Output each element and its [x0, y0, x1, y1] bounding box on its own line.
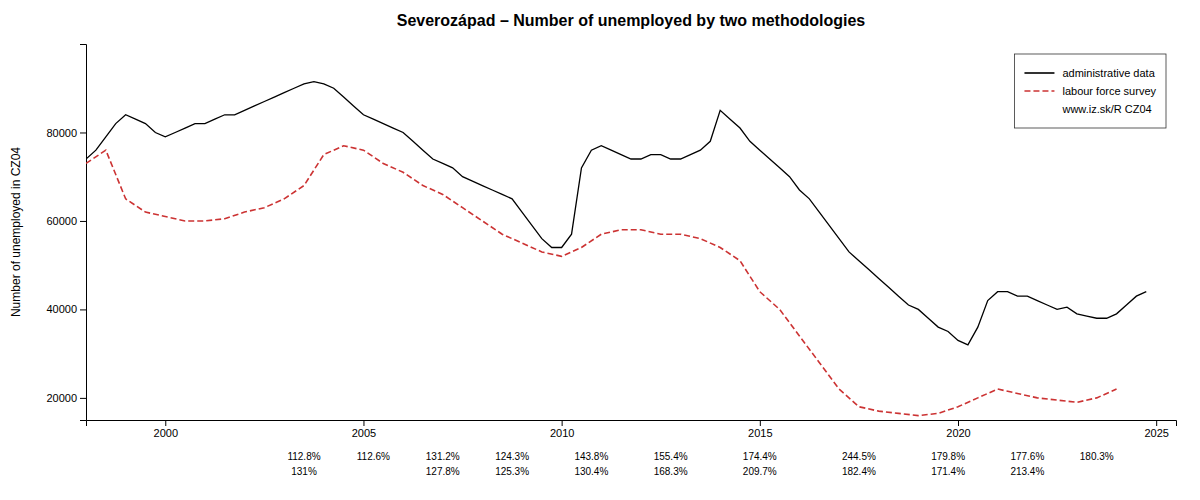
ratio-label: 213.4% — [1010, 466, 1044, 477]
x-tick-mark — [562, 420, 563, 426]
y-tick-mark — [80, 398, 86, 399]
x-tick-label: 2015 — [748, 427, 772, 439]
line — [86, 146, 1117, 416]
y-tick-mark — [80, 221, 86, 222]
ratio-label: 209.7% — [743, 466, 777, 477]
x-tick-label: 2025 — [1144, 427, 1168, 439]
chart: Severozápad – Number of unemployed by tw… — [0, 0, 1200, 500]
x-tick-label: 2005 — [352, 427, 376, 439]
legend-label: labour force survey — [1062, 85, 1156, 97]
x-axis: 2000 2005 2010 2015 2020 2025 — [87, 420, 1177, 439]
line — [86, 82, 1146, 345]
ratio-label: 112.6% — [357, 451, 390, 462]
y-tick-mark — [80, 132, 86, 133]
legend-label: www.iz.sk/R CZ04 — [1061, 103, 1151, 115]
legend-swatch — [1024, 72, 1054, 74]
ratio-label: 179.8% — [931, 451, 965, 462]
annotations: 112.8% 131% 112.6% 131.2% 127.8% 124.3% 125.3%… — [287, 451, 1113, 477]
x-tick: 2025 — [1144, 420, 1168, 439]
x-tick: 2005 — [352, 420, 376, 439]
x-tick-mark — [165, 420, 166, 426]
x-tick-mark — [958, 420, 959, 426]
ratio-label: 155.4% — [654, 451, 688, 462]
legend-label: administrative data — [1062, 67, 1155, 79]
y-tick-label: 60000 — [46, 215, 77, 227]
legend-item: labour force survey — [1024, 85, 1156, 97]
ratio-label: 244.5% — [842, 451, 876, 462]
x-tick-mark — [363, 420, 364, 426]
ratio-label: 131% — [291, 466, 317, 477]
ratio-label: 180.3% — [1080, 451, 1114, 462]
ratio-label: 171.4% — [931, 466, 965, 477]
x-tick-label: 2010 — [550, 427, 574, 439]
x-tick: 2010 — [550, 420, 574, 439]
title: Severozápad – Number of unemployed by tw… — [397, 12, 866, 29]
lines — [86, 82, 1146, 416]
ratio-label: 143.8% — [574, 451, 608, 462]
plot: 2000 2005 2010 2015 2020 2025 20000 40000 60000 8… — [46, 45, 1176, 478]
y-axis-title: Number of unemployed in CZ04 — [9, 147, 23, 317]
x-axis-line — [87, 421, 1177, 427]
ratio-label: 130.4% — [574, 466, 608, 477]
legend-swatch — [1024, 90, 1054, 92]
x-tick-mark — [760, 420, 761, 426]
y-axis-line — [80, 45, 87, 421]
x-tick-label: 2020 — [946, 427, 970, 439]
legend: administrative data labour force survey ww… — [1014, 54, 1166, 128]
legend-box — [1014, 54, 1166, 128]
y-tick: 40000 — [46, 303, 86, 315]
y-tick: 20000 — [46, 392, 86, 404]
ratio-label: 168.3% — [654, 466, 688, 477]
x-tick: 2015 — [748, 420, 772, 439]
y-tick: 60000 — [46, 215, 86, 227]
y-tick: 80000 — [46, 126, 86, 138]
ratio-label: 124.3% — [495, 451, 529, 462]
ratio-label: 174.4% — [743, 451, 777, 462]
x-tick-mark — [1156, 420, 1157, 426]
ratio-label: 131.2% — [426, 451, 460, 462]
y-tick-label: 80000 — [46, 126, 77, 138]
y-tick-mark — [80, 309, 86, 310]
ratio-label: 182.4% — [842, 466, 876, 477]
legend-item: administrative data — [1024, 67, 1155, 79]
y-axis: 20000 40000 60000 80000 — [46, 45, 86, 421]
y-tick-label: 20000 — [46, 392, 77, 404]
legend-item: www.iz.sk/R CZ04 — [1061, 103, 1151, 115]
x-tick-label: 2000 — [154, 427, 178, 439]
ratio-label: 125.3% — [495, 466, 529, 477]
ratio-label: 112.8% — [287, 451, 320, 462]
x-tick: 2020 — [946, 420, 970, 439]
ratio-label: 127.8% — [426, 466, 460, 477]
ratio-label: 177.6% — [1010, 451, 1044, 462]
y-tick-label: 40000 — [46, 303, 77, 315]
x-tick: 2000 — [154, 420, 178, 439]
